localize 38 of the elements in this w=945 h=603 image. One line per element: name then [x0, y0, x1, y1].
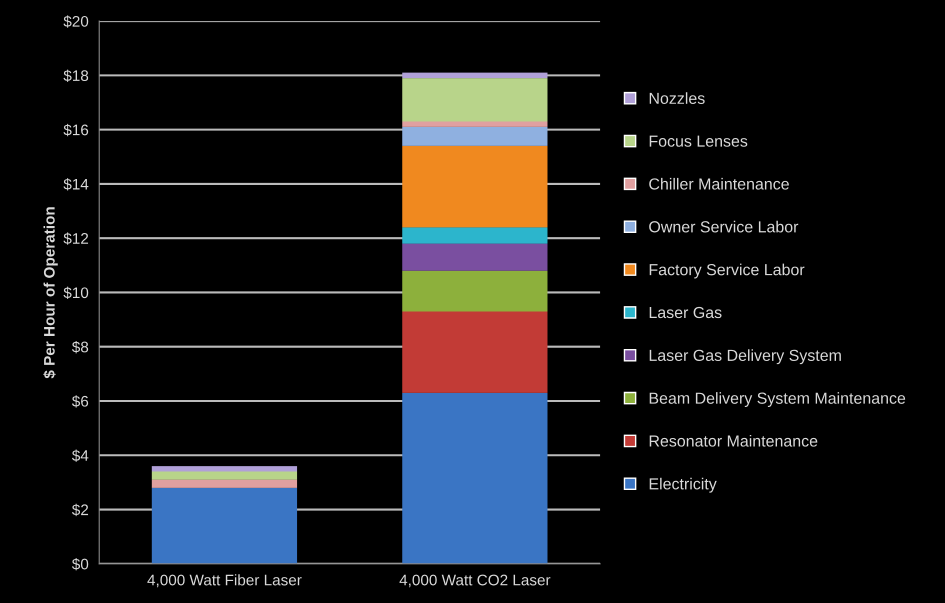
bar	[402, 126, 548, 146]
legend-label: Beam Delivery System Maintenance	[650, 392, 906, 407]
x-tick-label: 4,000 Watt Fiber Laser	[147, 574, 302, 588]
legend-label: Nozzles	[650, 92, 705, 104]
bar	[402, 146, 548, 228]
y-tick-label: $20	[63, 15, 88, 28]
bar	[402, 227, 548, 244]
y-tick-label: $2	[72, 504, 88, 516]
y-axis-title: $ Per Hour of Operation	[43, 207, 58, 378]
legend-label: Laser Gas	[650, 306, 722, 318]
legend-label: Resonator Maintenance	[650, 434, 818, 447]
bar	[152, 472, 298, 480]
y-tick-label: $18	[63, 70, 88, 82]
legend-label: Owner Service Labor	[649, 220, 798, 232]
x-tick-label: 4,000 Watt CO2 Laser	[400, 574, 550, 588]
bar	[402, 244, 548, 271]
y-tick-label: $4	[72, 449, 88, 462]
bar	[402, 270, 548, 312]
y-tick-label: $0	[72, 558, 88, 570]
y-tick-label: $14	[63, 178, 88, 191]
y-tick-label: $12	[63, 232, 88, 245]
legend-label: Electricity	[650, 478, 717, 493]
legend-label: Focus Lenses	[650, 136, 748, 147]
y-tick-label: $8	[72, 340, 88, 354]
y-tick-label: $16	[63, 124, 88, 136]
bar	[402, 122, 548, 127]
legend-label: Laser Gas Delivery System	[650, 349, 841, 364]
bar	[402, 311, 548, 393]
bar	[152, 480, 298, 488]
bar	[402, 78, 548, 122]
bar	[402, 392, 548, 564]
y-tick-label: $10	[63, 286, 88, 300]
bar	[402, 72, 548, 78]
bar	[152, 488, 298, 564]
legend-label: Chiller Maintenance	[649, 178, 789, 190]
legend-label: Factory Service Labor	[650, 264, 804, 278]
bar	[152, 466, 298, 472]
y-tick-label: $6	[72, 395, 88, 408]
